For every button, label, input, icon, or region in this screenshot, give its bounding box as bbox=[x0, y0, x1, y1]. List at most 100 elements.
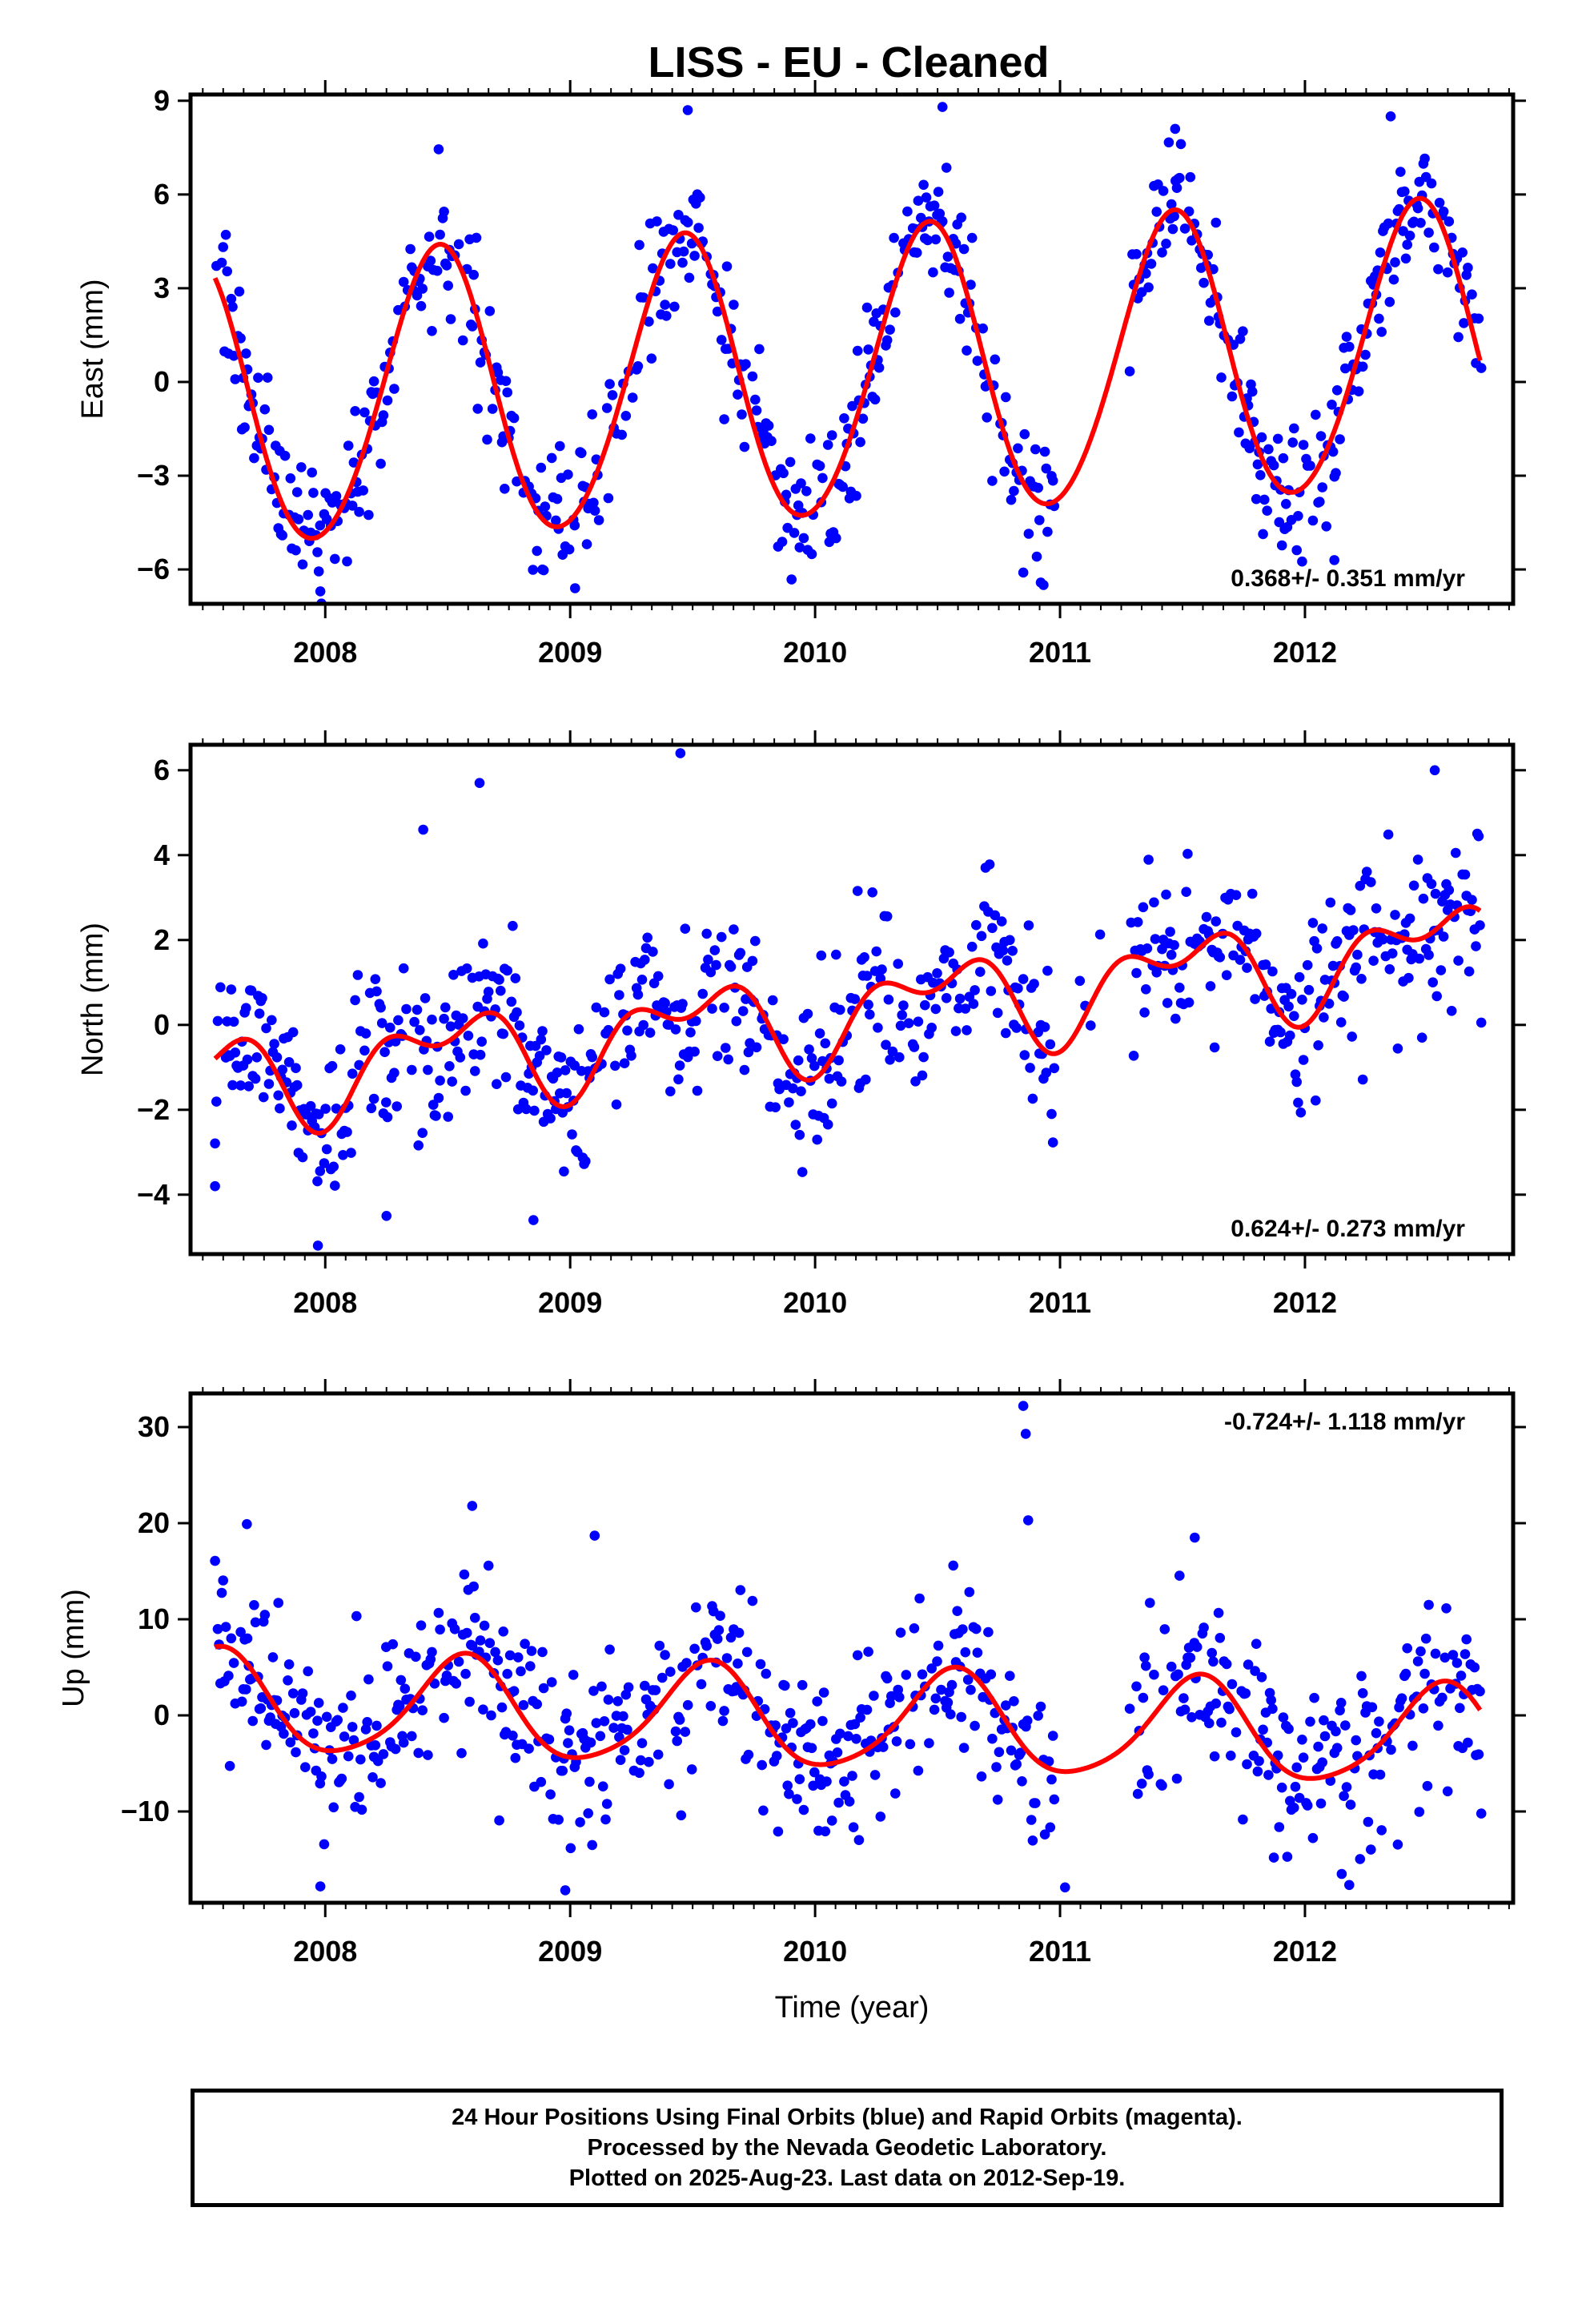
data-point bbox=[1351, 962, 1361, 973]
data-point bbox=[743, 1047, 754, 1058]
data-point bbox=[1094, 929, 1106, 940]
data-point bbox=[758, 1805, 769, 1816]
data-point bbox=[223, 1671, 234, 1681]
data-point bbox=[642, 932, 652, 943]
data-point bbox=[457, 1013, 468, 1023]
data-point bbox=[308, 1728, 319, 1739]
data-point bbox=[600, 1814, 611, 1825]
data-point bbox=[230, 374, 241, 384]
data-point bbox=[439, 207, 449, 217]
data-point bbox=[216, 1587, 227, 1598]
data-point bbox=[611, 1099, 622, 1110]
data-point bbox=[946, 1679, 958, 1691]
data-point bbox=[1323, 999, 1335, 1009]
data-point bbox=[1158, 186, 1169, 196]
data-point bbox=[822, 1119, 833, 1130]
data-point bbox=[677, 999, 688, 1009]
data-point bbox=[956, 1711, 966, 1723]
data-point bbox=[1251, 928, 1262, 939]
data-point bbox=[1315, 1798, 1327, 1809]
data-point bbox=[251, 1052, 263, 1063]
data-point bbox=[604, 1644, 615, 1655]
x-tick-label: 2008 bbox=[293, 636, 357, 669]
data-point bbox=[1282, 1852, 1293, 1862]
data-point bbox=[1227, 1679, 1238, 1690]
data-point bbox=[475, 357, 486, 368]
data-point bbox=[801, 486, 812, 497]
data-point bbox=[289, 1707, 300, 1719]
data-point bbox=[1226, 1751, 1236, 1761]
data-point bbox=[942, 1697, 954, 1708]
data-point bbox=[283, 1659, 295, 1670]
data-point bbox=[731, 1682, 742, 1692]
data-point bbox=[1303, 984, 1315, 995]
data-point bbox=[712, 1634, 723, 1644]
data-point bbox=[669, 301, 680, 312]
x-axis-label: Time (year) bbox=[775, 1991, 930, 2024]
data-point bbox=[1298, 1055, 1309, 1065]
data-point bbox=[1179, 223, 1191, 234]
data-point bbox=[482, 434, 492, 445]
data-point bbox=[348, 457, 359, 468]
data-point bbox=[1408, 880, 1419, 891]
data-point bbox=[567, 1129, 577, 1140]
data-point bbox=[809, 1060, 820, 1072]
data-point bbox=[1278, 452, 1289, 464]
data-point bbox=[569, 520, 580, 531]
data-point bbox=[835, 1728, 845, 1739]
data-point bbox=[618, 1711, 628, 1722]
data-point bbox=[263, 424, 275, 436]
data-point bbox=[999, 466, 1010, 477]
data-point bbox=[441, 1671, 452, 1681]
data-point bbox=[934, 208, 946, 219]
data-point bbox=[994, 1747, 1005, 1758]
data-point bbox=[1235, 955, 1246, 965]
data-point bbox=[346, 1691, 356, 1701]
data-point bbox=[682, 105, 693, 115]
data-point bbox=[283, 1675, 293, 1686]
data-point bbox=[1039, 1022, 1050, 1032]
data-point bbox=[1146, 259, 1157, 269]
data-point bbox=[291, 545, 301, 556]
data-point bbox=[1442, 267, 1453, 278]
data-point bbox=[859, 952, 869, 963]
data-point bbox=[1335, 1698, 1347, 1708]
data-point bbox=[1313, 1040, 1323, 1051]
y-tick-label: 3 bbox=[154, 271, 170, 304]
data-point bbox=[1399, 186, 1410, 197]
data-point bbox=[812, 1696, 822, 1707]
data-point bbox=[273, 1598, 284, 1608]
data-point bbox=[917, 1669, 928, 1680]
data-point bbox=[1297, 1735, 1307, 1745]
data-point bbox=[1442, 1786, 1453, 1797]
data-point bbox=[1242, 1759, 1252, 1770]
data-point bbox=[933, 1640, 944, 1651]
data-point bbox=[363, 1674, 374, 1685]
data-point bbox=[1412, 203, 1423, 214]
data-point bbox=[1469, 1662, 1480, 1673]
data-point bbox=[789, 528, 800, 538]
data-point bbox=[1167, 223, 1178, 235]
data-point bbox=[275, 1103, 285, 1114]
data-point bbox=[1434, 197, 1445, 208]
data-point bbox=[913, 1016, 924, 1027]
data-point bbox=[603, 1024, 614, 1035]
data-point bbox=[984, 859, 995, 870]
data-point bbox=[1045, 1822, 1056, 1833]
data-point bbox=[409, 1016, 420, 1027]
data-point bbox=[1139, 1652, 1150, 1663]
data-point bbox=[739, 441, 750, 452]
data-layer bbox=[210, 748, 1487, 1251]
data-point bbox=[992, 1007, 1003, 1019]
data-point bbox=[287, 1688, 299, 1699]
data-point bbox=[1420, 1633, 1431, 1644]
data-point bbox=[1157, 1780, 1167, 1791]
data-point bbox=[747, 955, 758, 967]
data-point bbox=[464, 1696, 475, 1707]
data-point bbox=[1009, 485, 1019, 497]
data-point bbox=[367, 1772, 378, 1783]
data-point bbox=[1046, 1108, 1057, 1120]
x-tick-label: 2009 bbox=[538, 636, 602, 669]
data-point bbox=[1185, 1652, 1196, 1663]
data-point bbox=[1171, 183, 1182, 193]
